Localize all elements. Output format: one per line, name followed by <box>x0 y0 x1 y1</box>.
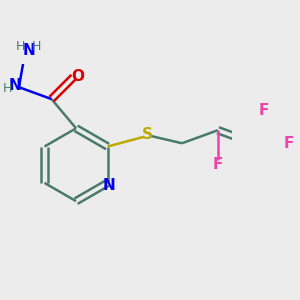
Text: H: H <box>3 82 13 95</box>
Text: H: H <box>32 40 41 53</box>
Text: N: N <box>103 178 116 193</box>
Text: S: S <box>142 128 153 142</box>
Text: O: O <box>71 70 84 85</box>
Text: H: H <box>16 40 25 53</box>
Text: F: F <box>259 103 269 118</box>
Text: F: F <box>213 157 223 172</box>
Text: N: N <box>23 43 35 58</box>
Text: F: F <box>283 136 294 151</box>
Text: N: N <box>8 78 21 93</box>
